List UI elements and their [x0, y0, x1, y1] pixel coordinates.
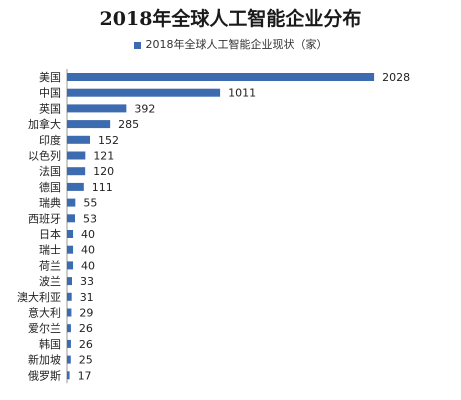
category-label: 瑞士	[39, 243, 61, 257]
legend-swatch	[133, 41, 141, 49]
data-label: 285	[118, 118, 139, 131]
bar	[67, 277, 72, 286]
data-label: 29	[79, 307, 93, 320]
legend: 2018年全球人工智能企业现状（家）	[0, 36, 461, 52]
bar	[67, 151, 86, 160]
data-label: 111	[92, 181, 113, 194]
data-label: 40	[81, 228, 95, 241]
category-label: 加拿大	[28, 117, 61, 131]
bar	[67, 198, 76, 207]
bar	[67, 261, 74, 270]
data-label: 392	[134, 102, 155, 115]
bar	[67, 88, 221, 97]
data-label: 2028	[382, 71, 410, 84]
data-label: 40	[81, 244, 95, 257]
category-label: 英国	[39, 101, 61, 115]
bar	[67, 230, 74, 238]
data-label: 40	[81, 259, 95, 272]
bar	[67, 339, 71, 348]
data-label: 26	[79, 338, 93, 351]
legend-label: 2018年全球人工智能企业现状（家）	[145, 38, 328, 51]
category-label: 中国	[39, 87, 61, 100]
data-label: 53	[83, 212, 97, 225]
data-label: 121	[93, 150, 114, 163]
data-label: 1011	[228, 87, 256, 100]
category-label: 日本	[39, 227, 61, 241]
category-label: 瑞典	[39, 196, 61, 210]
bar	[67, 120, 111, 129]
category-label: 俄罗斯	[28, 369, 61, 382]
data-label: 55	[83, 197, 97, 210]
data-label: 26	[79, 322, 93, 335]
category-label: 荷兰	[39, 259, 61, 272]
bar	[67, 135, 91, 144]
data-label: 17	[78, 369, 92, 382]
bar	[67, 214, 76, 223]
category-label: 爱尔兰	[28, 322, 61, 335]
category-label: 澳大利亚	[17, 290, 61, 304]
plot-area: 美国 2028 中国 1011 英国 392 加拿大 285 印度 152 以色列 121 法国 120 德…	[17, 69, 410, 384]
data-label: 33	[80, 275, 94, 288]
bar	[67, 167, 86, 176]
category-label: 印度	[39, 133, 61, 147]
bar	[67, 104, 127, 113]
data-label: 152	[98, 134, 119, 147]
category-label: 以色列	[28, 149, 61, 163]
data-label: 25	[79, 354, 93, 367]
bar	[67, 73, 375, 81]
data-label: 31	[80, 291, 94, 304]
bar	[67, 371, 70, 380]
data-label: 120	[93, 165, 114, 178]
bar	[67, 182, 84, 191]
bar	[67, 308, 72, 317]
category-label: 波兰	[39, 275, 61, 288]
bar	[67, 355, 71, 364]
category-label: 法国	[39, 164, 61, 178]
bar	[67, 245, 74, 254]
category-label: 美国	[39, 71, 61, 84]
category-label: 新加坡	[28, 353, 61, 367]
bar	[67, 292, 72, 301]
bar	[67, 324, 71, 333]
category-label: 韩国	[39, 337, 61, 351]
category-label: 德国	[39, 180, 61, 194]
category-label: 西班牙	[28, 212, 61, 225]
chart-title: 2018年全球人工智能企业分布	[99, 8, 362, 30]
category-label: 意大利	[28, 306, 61, 320]
